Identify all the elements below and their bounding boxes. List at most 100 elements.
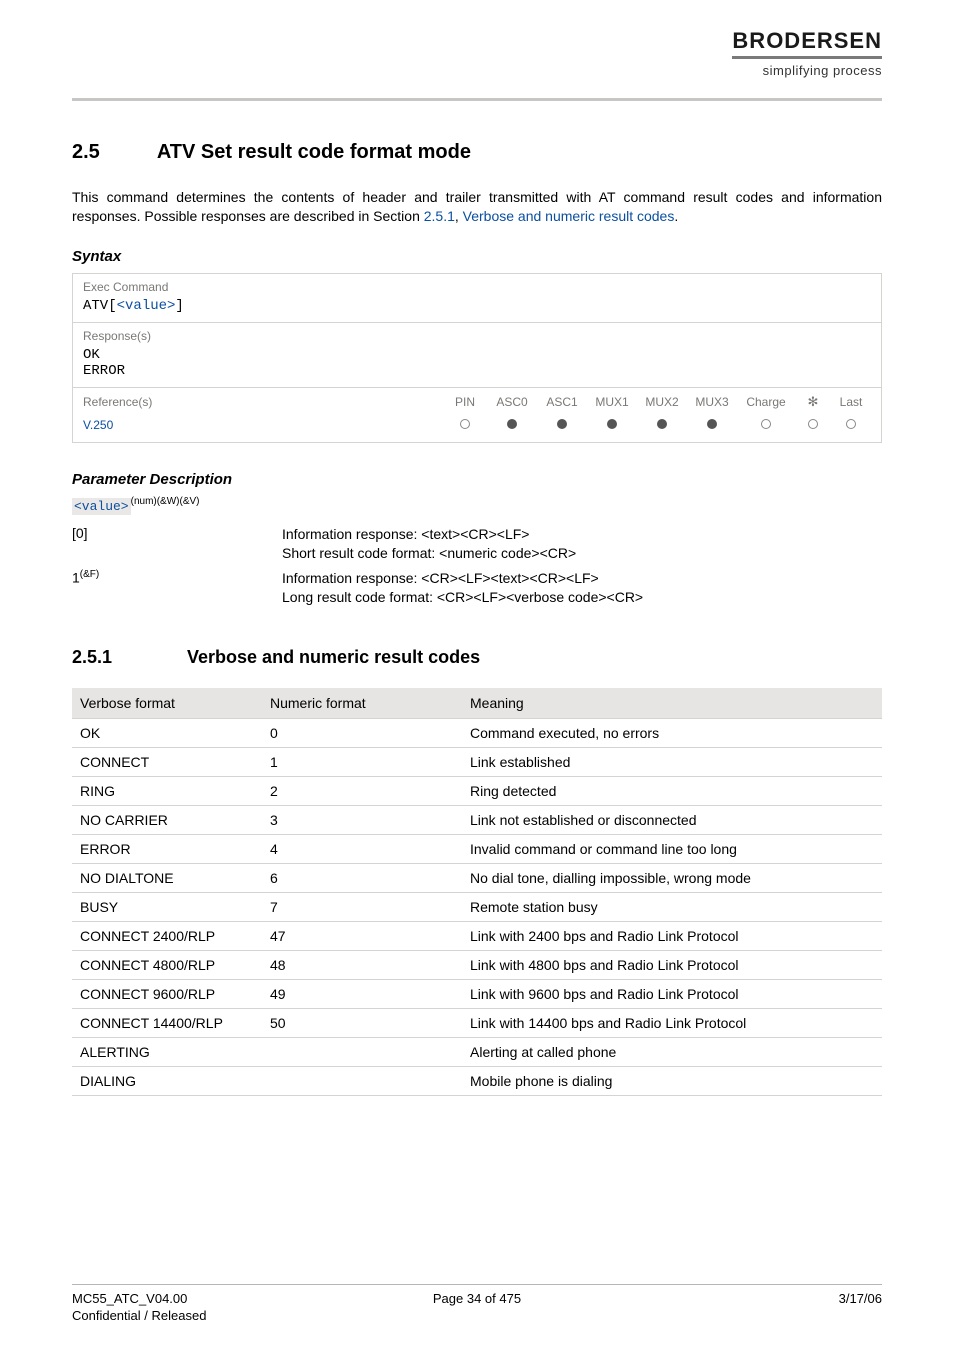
cell-verbose: OK [72,718,262,747]
param-desc-1: Information response: <CR><LF><text><CR>… [282,569,882,607]
response-label: Response(s) [83,329,871,343]
cell-numeric: 0 [262,718,462,747]
result-codes-table: Verbose format Numeric format Meaning OK… [72,688,882,1096]
table-row: CONNECT 9600/RLP49Link with 9600 bps and… [72,979,882,1008]
th-verbose: Verbose format [72,688,262,719]
cell-meaning: Link with 9600 bps and Radio Link Protoc… [462,979,882,1008]
col-asc0: ASC0 [487,395,537,409]
cell-verbose: RING [72,776,262,805]
subsection-heading: 2.5.1 Verbose and numeric result codes [72,647,882,668]
cell-meaning: No dial tone, dialling impossible, wrong… [462,863,882,892]
table-row: NO DIALTONE6No dial tone, dialling impos… [72,863,882,892]
cell-verbose: DIALING [72,1066,262,1095]
section-heading: 2.5 ATV Set result code format mode [72,141,882,164]
dot-mux2 [637,418,687,432]
footer-date: 3/17/06 [839,1291,882,1323]
param-desc-0: Information response: <text><CR><LF>Shor… [282,525,882,563]
cell-meaning: Link with 2400 bps and Radio Link Protoc… [462,921,882,950]
col-pin: PIN [443,395,487,409]
table-row: CONNECT 14400/RLP50Link with 14400 bps a… [72,1008,882,1037]
cell-numeric: 4 [262,834,462,863]
dot-run [795,418,831,432]
cell-numeric: 47 [262,921,462,950]
subsection-number: 2.5.1 [72,647,182,668]
table-row: OK0Command executed, no errors [72,718,882,747]
cell-meaning: Command executed, no errors [462,718,882,747]
exec-param: <value> [117,298,176,314]
response-row: Response(s) OK ERROR [73,323,881,388]
table-row: BUSY7Remote station busy [72,892,882,921]
cell-meaning: Link with 14400 bps and Radio Link Proto… [462,1008,882,1037]
response-error: ERROR [83,363,871,379]
table-row: CONNECT 2400/RLP47Link with 2400 bps and… [72,921,882,950]
reference-row: Reference(s) PIN ASC0 ASC1 MUX1 MUX2 MUX… [73,388,881,442]
section-number: 2.5 [72,141,152,164]
cell-verbose: ALERTING [72,1037,262,1066]
reference-label: Reference(s) [83,395,443,409]
cell-verbose: ERROR [72,834,262,863]
cell-meaning: Link not established or disconnected [462,805,882,834]
cell-meaning: Alerting at called phone [462,1037,882,1066]
cell-numeric: 3 [262,805,462,834]
param-key-0: [0] [72,525,282,563]
param-row-0: [0] Information response: <text><CR><LF>… [72,525,882,563]
section-title: ATV Set result code format mode [157,141,471,163]
cell-verbose: CONNECT 2400/RLP [72,921,262,950]
dot-asc1 [537,418,587,432]
cell-verbose: CONNECT 9600/RLP [72,979,262,1008]
dot-last [831,418,871,432]
brand-logo: BRODERSEN simplifying process [732,28,882,78]
run-icon: ✻ [795,394,831,410]
col-asc1: ASC1 [537,395,587,409]
param-heading: Parameter Description [72,471,882,488]
cell-numeric [262,1037,462,1066]
cell-numeric: 7 [262,892,462,921]
cell-verbose: NO DIALTONE [72,863,262,892]
dot-asc0 [487,418,537,432]
table-row: DIALINGMobile phone is dialing [72,1066,882,1095]
intro-link-section[interactable]: 2.5.1 [424,208,455,224]
param-token: <value> [72,498,131,515]
dot-mux1 [587,418,637,432]
cell-numeric: 48 [262,950,462,979]
dot-charge [737,418,795,432]
exec-command-row: Exec Command ATV[<value>] [73,274,881,323]
cell-numeric [262,1066,462,1095]
cell-meaning: Link established [462,747,882,776]
syntax-heading: Syntax [72,248,882,265]
param-key-1: 1(&F) [72,569,282,607]
exec-label: Exec Command [83,280,871,294]
brand-tagline: simplifying process [732,63,882,78]
col-charge: Charge [737,395,795,409]
response-ok: OK [83,347,871,363]
section-intro: This command determines the contents of … [72,188,882,226]
cell-meaning: Ring detected [462,776,882,805]
param-row-1: 1(&F) Information response: <CR><LF><tex… [72,569,882,607]
cell-meaning: Invalid command or command line too long [462,834,882,863]
cell-numeric: 2 [262,776,462,805]
cell-verbose: CONNECT 4800/RLP [72,950,262,979]
col-mux2: MUX2 [637,395,687,409]
cell-meaning: Link with 4800 bps and Radio Link Protoc… [462,950,882,979]
page-footer: MC55_ATC_V04.00 Confidential / Released … [72,1284,882,1323]
table-row: CONNECT 4800/RLP48Link with 4800 bps and… [72,950,882,979]
cell-numeric: 49 [262,979,462,1008]
exec-command: ATV[<value>] [83,298,871,314]
reference-values: V.250 [73,416,881,442]
table-row: RING2Ring detected [72,776,882,805]
table-row: ALERTING Alerting at called phone [72,1037,882,1066]
param-table: [0] Information response: <text><CR><LF>… [72,525,882,607]
brand-name: BRODERSEN [732,28,882,54]
cell-meaning: Remote station busy [462,892,882,921]
cell-verbose: NO CARRIER [72,805,262,834]
col-mux1: MUX1 [587,395,637,409]
reference-value[interactable]: V.250 [83,418,443,432]
footer-confidential: Confidential / Released [72,1308,206,1323]
table-row: ERROR4Invalid command or command line to… [72,834,882,863]
cell-numeric: 6 [262,863,462,892]
reference-header: Reference(s) PIN ASC0 ASC1 MUX1 MUX2 MUX… [73,388,881,416]
col-mux3: MUX3 [687,395,737,409]
table-row: NO CARRIER3Link not established or disco… [72,805,882,834]
intro-link-title[interactable]: Verbose and numeric result codes [463,208,675,224]
param-token-row: <value>(num)(&W)(&V) [72,496,882,515]
